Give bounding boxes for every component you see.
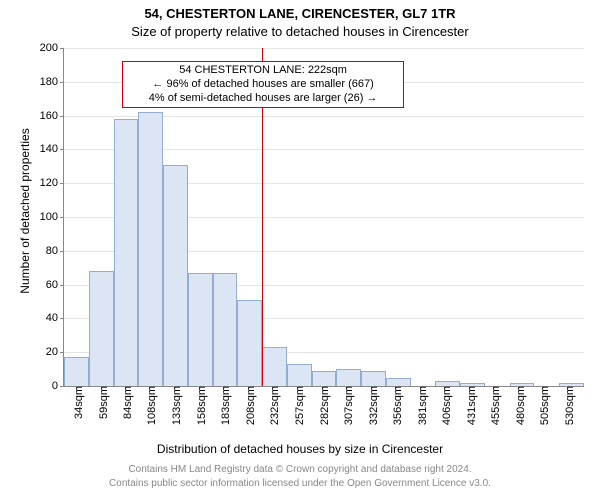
histogram-bar bbox=[386, 378, 411, 386]
chart-title-main: 54, CHESTERTON LANE, CIRENCESTER, GL7 1T… bbox=[0, 6, 600, 21]
histogram-bar bbox=[138, 112, 163, 386]
x-tick-label: 108sqm bbox=[140, 386, 158, 425]
y-tick-label: 60 bbox=[46, 279, 64, 291]
histogram-bar bbox=[213, 273, 238, 386]
histogram-bar bbox=[262, 347, 287, 386]
x-tick-label: 133sqm bbox=[165, 386, 183, 425]
y-axis-label: Number of detached properties bbox=[18, 42, 32, 380]
chart-title-sub: Size of property relative to detached ho… bbox=[0, 24, 600, 39]
footer-line-2: Contains public sector information licen… bbox=[0, 478, 600, 489]
y-tick-label: 100 bbox=[40, 211, 64, 223]
x-tick-label: 381sqm bbox=[411, 386, 429, 425]
x-tick-label: 183sqm bbox=[214, 386, 232, 425]
histogram-bar bbox=[287, 364, 312, 386]
chart-container: { "chart": { "type": "histogram", "title… bbox=[0, 0, 600, 500]
x-tick-label: 232sqm bbox=[263, 386, 281, 425]
y-tick-label: 120 bbox=[40, 177, 64, 189]
annotation-line: ← 96% of detached houses are smaller (66… bbox=[129, 78, 397, 92]
histogram-bar bbox=[336, 369, 361, 386]
x-tick-label: 406sqm bbox=[435, 386, 453, 425]
x-tick-label: 34sqm bbox=[67, 386, 85, 419]
y-tick-label: 80 bbox=[46, 245, 64, 257]
y-tick-label: 160 bbox=[40, 110, 64, 122]
y-tick-label: 40 bbox=[46, 312, 64, 324]
histogram-bar bbox=[64, 357, 89, 386]
footer-line-1: Contains HM Land Registry data © Crown c… bbox=[0, 464, 600, 475]
x-tick-label: 530sqm bbox=[558, 386, 576, 425]
histogram-bar bbox=[163, 165, 188, 386]
x-tick-label: 158sqm bbox=[190, 386, 208, 425]
x-tick-label: 356sqm bbox=[386, 386, 404, 425]
gridline bbox=[64, 48, 584, 49]
x-tick-label: 332sqm bbox=[362, 386, 380, 425]
y-tick-label: 20 bbox=[46, 346, 64, 358]
x-tick-label: 257sqm bbox=[288, 386, 306, 425]
x-tick-label: 59sqm bbox=[92, 386, 110, 419]
x-tick-label: 208sqm bbox=[239, 386, 257, 425]
x-axis-label: Distribution of detached houses by size … bbox=[0, 442, 600, 456]
y-tick-label: 0 bbox=[52, 380, 64, 392]
annotation-line: 4% of semi-detached houses are larger (2… bbox=[129, 92, 397, 106]
histogram-bar bbox=[361, 371, 386, 386]
x-tick-label: 431sqm bbox=[460, 386, 478, 425]
x-tick-label: 505sqm bbox=[533, 386, 551, 425]
annotation-line: 54 CHESTERTON LANE: 222sqm bbox=[129, 64, 397, 78]
histogram-bar bbox=[188, 273, 213, 386]
x-tick-label: 282sqm bbox=[313, 386, 331, 425]
x-tick-label: 455sqm bbox=[484, 386, 502, 425]
y-tick-label: 200 bbox=[40, 42, 64, 54]
x-tick-label: 84sqm bbox=[116, 386, 134, 419]
x-tick-label: 480sqm bbox=[509, 386, 527, 425]
histogram-bar bbox=[89, 271, 114, 386]
plot-area: 02040608010012014016018020034sqm59sqm84s… bbox=[63, 48, 584, 387]
histogram-bar bbox=[312, 371, 337, 386]
histogram-bar bbox=[114, 119, 139, 386]
y-tick-label: 180 bbox=[40, 76, 64, 88]
x-tick-label: 307sqm bbox=[337, 386, 355, 425]
y-tick-label: 140 bbox=[40, 143, 64, 155]
histogram-bar bbox=[237, 300, 262, 386]
annotation-box: 54 CHESTERTON LANE: 222sqm← 96% of detac… bbox=[122, 61, 404, 108]
